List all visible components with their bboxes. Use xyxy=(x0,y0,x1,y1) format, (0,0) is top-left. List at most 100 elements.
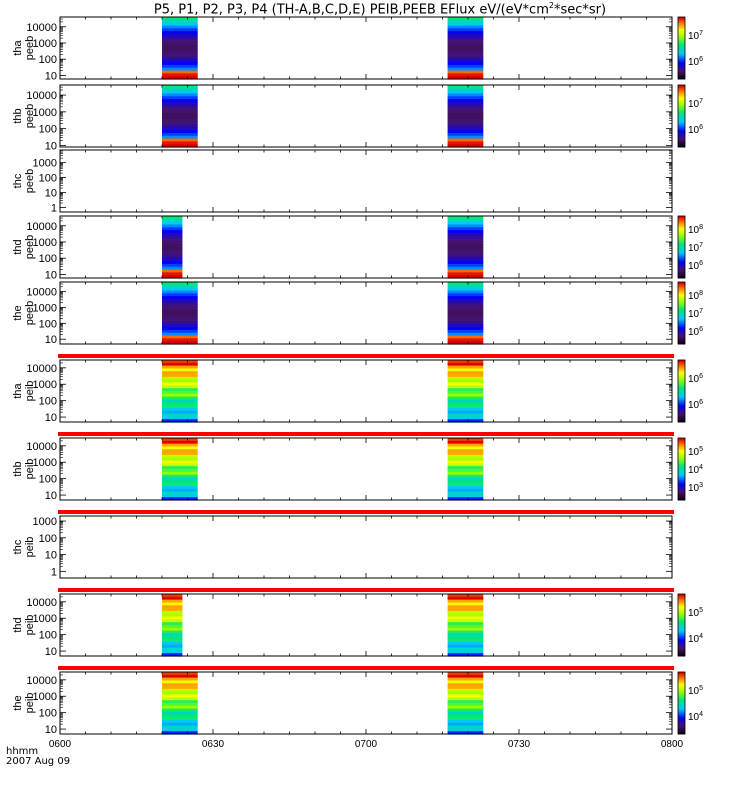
y-tick-label: 10000 xyxy=(26,221,57,233)
spectrogram-cell-1-2 xyxy=(447,22,484,27)
colorbar-segment xyxy=(678,339,685,342)
spectrogram-cell-0-0 xyxy=(162,282,198,286)
spectrogram-cell-0-14 xyxy=(162,124,198,128)
spectrogram-cell-0-9 xyxy=(162,385,198,389)
colorbar-segment xyxy=(678,333,685,336)
colorbar-segment xyxy=(678,308,685,311)
spectrogram-cell-0-11 xyxy=(162,703,198,707)
spectrogram-cell-0-8 xyxy=(162,238,183,242)
spectrogram-cell-1-16 xyxy=(447,483,484,487)
spectrogram-cell-0-4 xyxy=(162,683,198,687)
colorbar-segment xyxy=(678,455,685,458)
colorbar-segment xyxy=(678,409,685,412)
colorbar-segment xyxy=(678,363,685,366)
colorbar-segment xyxy=(678,34,685,37)
spectrogram-cell-1-7 xyxy=(447,301,484,306)
y-tick-label: 1000 xyxy=(33,613,57,625)
colorbar-segment xyxy=(678,334,685,337)
colorbar-segment xyxy=(678,108,685,111)
colorbar-segment xyxy=(678,724,685,727)
spectrogram-cell-0-17 xyxy=(162,64,198,69)
spectrogram-cell-0-13 xyxy=(162,318,198,323)
spectrogram-cell-1-21 xyxy=(447,76,484,80)
colorbar-segment xyxy=(678,367,685,370)
colorbar-tick-label: 108 xyxy=(688,224,703,236)
colorbar-segment xyxy=(678,285,685,288)
spectrogram-cell-1-21 xyxy=(447,275,484,279)
spectrogram-cell-0-11 xyxy=(162,625,183,629)
colorbar-segment xyxy=(678,634,685,637)
spectrogram-cell-0-8 xyxy=(162,694,198,698)
colorbar-segment xyxy=(678,654,685,657)
colorbar-segment xyxy=(678,692,685,695)
colorbar-segment xyxy=(678,401,685,404)
spectrogram-cell-1-6 xyxy=(447,232,484,237)
x-tick-label: 0800 xyxy=(661,739,684,750)
spectrogram-cell-1-3 xyxy=(447,368,484,372)
spectrogram-cell-1-14 xyxy=(447,711,484,715)
colorbar-segment xyxy=(678,292,685,295)
colorbar-segment xyxy=(678,444,685,447)
colorbar-segment xyxy=(678,626,685,629)
spectrogram-cell-1-3 xyxy=(447,25,484,29)
spectrogram-cell-1-9 xyxy=(447,241,484,245)
colorbar-segment xyxy=(678,291,685,294)
spectrogram-cell-0-0 xyxy=(162,672,198,676)
colorbar-segment xyxy=(678,140,685,143)
spectrogram-cell-1-13 xyxy=(447,474,484,479)
spectrogram-cell-0-6 xyxy=(162,232,183,237)
spectrogram-cell-1-0 xyxy=(447,438,484,442)
colorbar-segment xyxy=(678,481,685,484)
spectrogram-cell-1-10 xyxy=(447,113,484,117)
colorbar-segment xyxy=(678,445,685,448)
colorbar-segment xyxy=(678,65,685,68)
colorbar-frame xyxy=(677,671,686,735)
colorbar-segment xyxy=(678,106,685,109)
spectrogram-cell-0-10 xyxy=(162,310,198,314)
colorbar-segment xyxy=(678,120,685,123)
colorbar-segment xyxy=(678,699,685,702)
spectrogram-cell-0-14 xyxy=(162,477,198,481)
colorbar-segment xyxy=(678,305,685,308)
spectrogram-cell-0-14 xyxy=(162,399,198,403)
colorbar-segment xyxy=(678,119,685,122)
spectrogram-cell-1-2 xyxy=(447,287,484,292)
colorbar-segment xyxy=(678,493,685,496)
spectrogram-cell-0-6 xyxy=(162,454,198,459)
spectrogram-cell-1-21 xyxy=(447,419,484,423)
spectrogram-cell-1-3 xyxy=(447,93,484,97)
spectrogram-cell-1-7 xyxy=(447,691,484,696)
spectrogram-cell-0-1 xyxy=(162,87,198,92)
spectrogram-cell-1-2 xyxy=(447,443,484,448)
colorbar-segment xyxy=(678,682,685,685)
spectrogram-cell-0-18 xyxy=(162,722,198,727)
spectrogram-cell-1-15 xyxy=(447,480,484,484)
spectrogram-cell-1-8 xyxy=(447,460,484,464)
spectrogram-cell-1-16 xyxy=(447,130,484,134)
colorbar-segment xyxy=(678,295,685,298)
spectrogram-cell-1-6 xyxy=(447,688,484,693)
colorbar-segment xyxy=(678,707,685,710)
colorbar-segment xyxy=(678,222,685,225)
colorbar-segment xyxy=(678,77,685,80)
colorbar-segment xyxy=(678,48,685,51)
colorbar-segment xyxy=(678,41,685,44)
colorbar-segment xyxy=(678,473,685,476)
spectrogram-cell-0-12 xyxy=(162,471,198,476)
colorbar-segment xyxy=(678,325,685,328)
spectrogram-cell-0-6 xyxy=(162,376,198,381)
colorbar-segment xyxy=(678,603,685,606)
spectrogram-cell-0-5 xyxy=(162,31,198,35)
colorbar-segment xyxy=(678,623,685,626)
y-tick-label: 1000 xyxy=(33,691,57,703)
colorbar-segment xyxy=(678,21,685,24)
colorbar-segment xyxy=(678,685,685,688)
y-tick-label: 10 xyxy=(45,646,57,658)
spectrogram-cell-0-3 xyxy=(162,446,198,450)
spectrogram-cell-0-1 xyxy=(162,19,198,24)
y-tick-label: 10000 xyxy=(26,597,57,609)
spectrogram-cell-1-13 xyxy=(447,53,484,58)
colorbar-segment xyxy=(678,242,685,245)
colorbar-frame xyxy=(677,437,686,501)
colorbar-segment xyxy=(678,652,685,655)
